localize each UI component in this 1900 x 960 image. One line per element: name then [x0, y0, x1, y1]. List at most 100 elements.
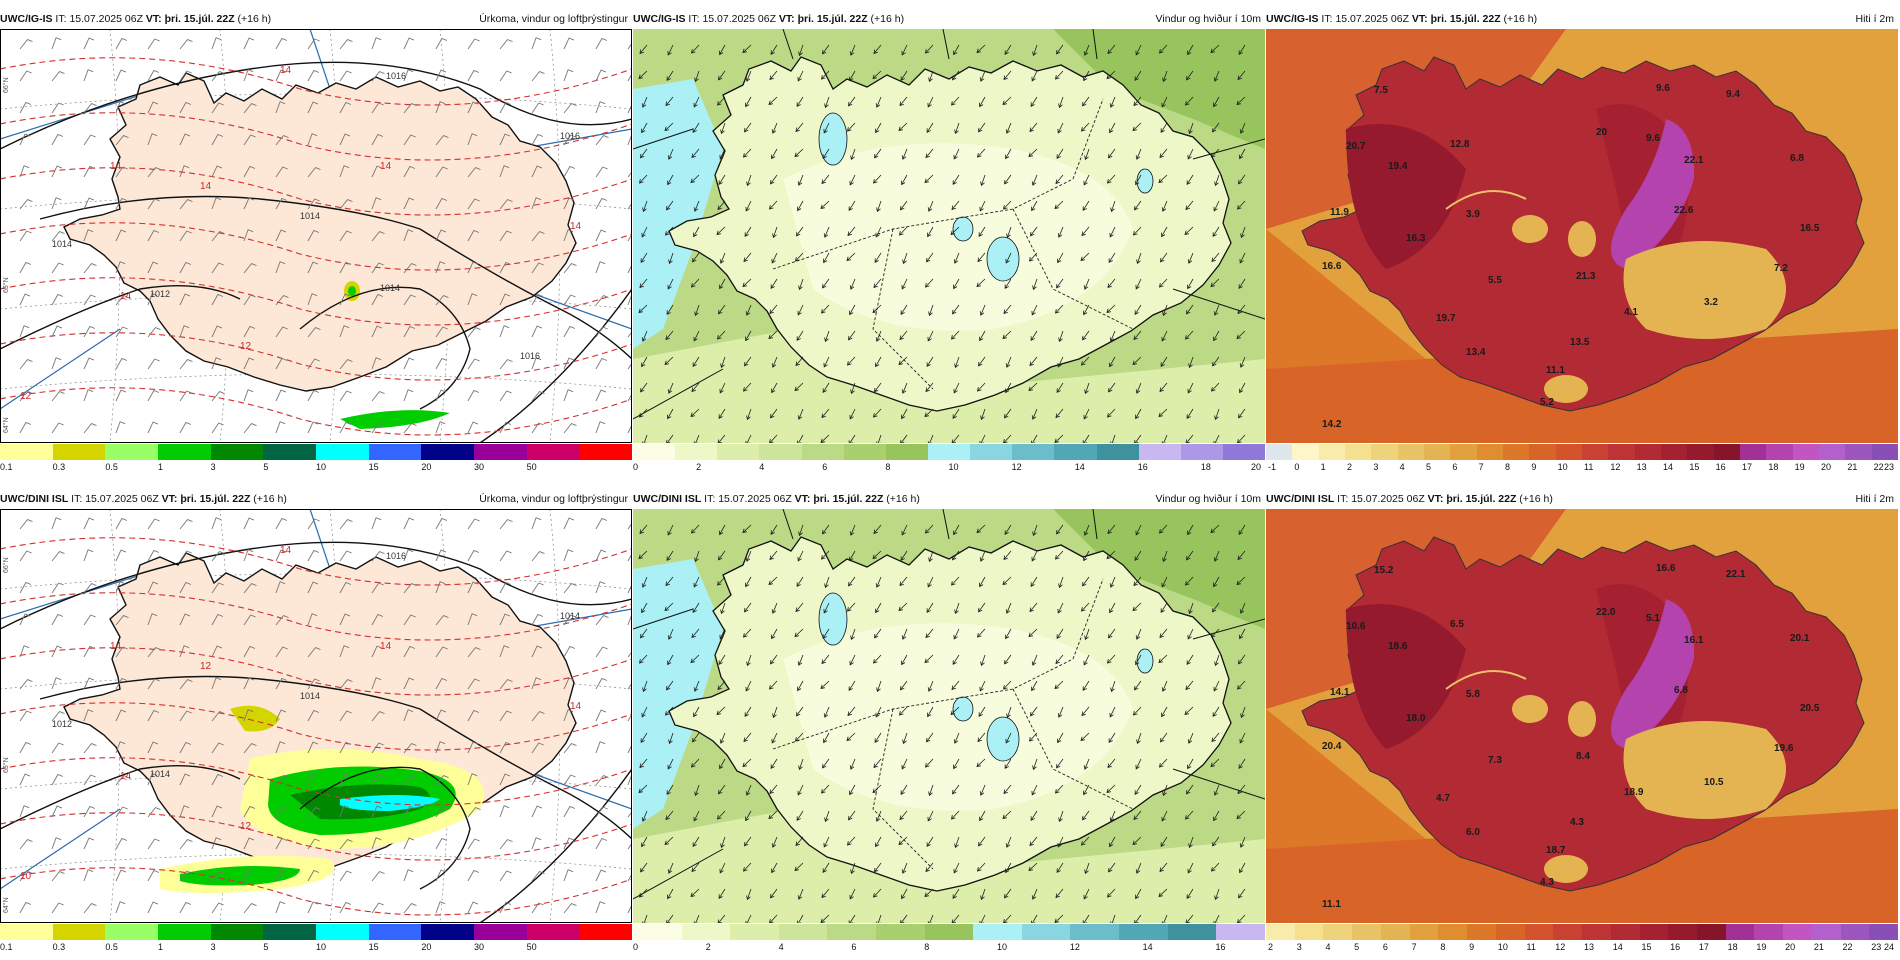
wind-arrow	[898, 836, 908, 846]
wind-barb	[19, 199, 33, 210]
wind-arrow	[640, 148, 648, 159]
wind-barb	[499, 773, 511, 786]
isobar	[299, 766, 471, 890]
wind-barb	[531, 422, 544, 434]
wind-arrow	[744, 226, 752, 237]
wind-barb	[243, 549, 254, 562]
wind-barb	[339, 101, 352, 114]
wind-colorbar	[633, 924, 1265, 940]
wind-barb	[243, 197, 255, 210]
wind-arrow	[1005, 602, 1012, 614]
wind-barb	[499, 165, 510, 178]
wind-arrow	[848, 200, 856, 211]
wind-barb	[275, 389, 287, 402]
wind-arrow	[1109, 836, 1116, 848]
wind-barb	[531, 645, 543, 658]
wind-arrow	[872, 304, 882, 314]
wind-arrow	[1160, 836, 1168, 847]
wind-arrow	[1030, 810, 1038, 821]
wind-barb	[403, 197, 415, 210]
wind-arrow	[901, 862, 908, 874]
wind-barb	[531, 325, 543, 338]
wind-arrow	[1106, 408, 1116, 418]
wind-arrow	[641, 810, 648, 822]
wind-barb	[595, 581, 606, 594]
wind-barb	[339, 199, 353, 210]
temp-colorbar-ticks: -1 0 1 2 3 4 5 6 7 8 9 10 11 12 13 14 15 16 17 18 19 20 21 22 23	[1266, 462, 1898, 474]
wind-barb	[563, 389, 574, 402]
wind-arrow	[693, 96, 700, 108]
colorbar-tick-label: 4	[1399, 462, 1405, 472]
wind-barb	[627, 842, 632, 850]
wind-arrow	[1028, 732, 1038, 742]
wind-barb	[627, 682, 632, 690]
wind-arrow	[1005, 836, 1012, 848]
wind-arrow	[1136, 252, 1142, 265]
wind-arrow	[638, 888, 648, 898]
wind-arrow	[742, 862, 752, 872]
wind-arrow	[768, 96, 778, 106]
wind-barb	[595, 615, 609, 626]
wind-arrow	[901, 278, 908, 290]
wind-arrow	[769, 914, 778, 923]
wind-barb	[307, 613, 318, 626]
wind-barb	[19, 39, 33, 50]
wind-barb	[51, 357, 62, 370]
wind-arrow	[951, 914, 960, 923]
colorbar-tick-label: 18	[1200, 462, 1211, 472]
wind-arrow	[794, 148, 804, 158]
wind-arrow	[1135, 758, 1142, 770]
wind-barb	[467, 838, 480, 850]
colorbar-swatch	[1423, 444, 1451, 460]
wind-colorbar-ticks: 0 2 4 6 8 10 12 14 16 18 20	[633, 462, 1265, 474]
wind-barb	[307, 421, 319, 434]
wind-barb	[179, 773, 191, 786]
temperature-area	[1623, 241, 1786, 339]
temperature-value: 16.6	[1322, 261, 1342, 272]
colorbar-tick-label: 11	[1526, 942, 1536, 952]
wind-barb	[19, 773, 31, 786]
wind-barb	[211, 197, 222, 210]
wind-arrow	[1003, 304, 1012, 315]
wind-barb	[83, 774, 96, 786]
wind-arrow	[1110, 200, 1116, 213]
wind-arrow	[1028, 252, 1038, 262]
wind-arrow	[693, 576, 700, 588]
colorbar-swatch	[526, 444, 580, 460]
wind-arrow	[1133, 330, 1142, 341]
wind-arrow	[667, 44, 674, 56]
colorbar-swatch	[970, 444, 1013, 460]
wind-barb	[115, 166, 128, 178]
wind-barb	[51, 582, 64, 594]
wind-arrow	[978, 706, 986, 717]
wind-barb	[435, 389, 447, 402]
wind-barb	[179, 550, 192, 562]
wind-arrow	[666, 200, 674, 211]
wind-barb	[435, 517, 448, 530]
wind-barb	[403, 869, 414, 882]
wind-barb	[179, 261, 192, 274]
colorbar-tick-label: 4	[778, 942, 784, 952]
wind-arrow	[950, 576, 960, 586]
wind-arrow	[641, 706, 648, 718]
wind-barb	[435, 869, 447, 882]
wind-arrow	[770, 278, 778, 289]
wind-arrow	[716, 706, 726, 716]
wind-barb	[179, 613, 191, 626]
wind-barb	[371, 102, 384, 114]
wind-arrow	[875, 356, 882, 368]
temperature-value: 9.6	[1656, 83, 1670, 94]
wind-arrow	[666, 70, 674, 81]
wind-arrow	[798, 524, 804, 537]
colorbar-tick-label: 15	[368, 462, 379, 472]
wind-barb	[179, 710, 192, 722]
glacier	[986, 716, 1020, 762]
wind-barb	[627, 293, 632, 306]
wind-barb	[243, 389, 254, 402]
wind-barb	[403, 805, 416, 818]
wind-barb	[83, 805, 96, 818]
wind-arrow	[1109, 226, 1116, 238]
wind-arrow	[1211, 252, 1220, 263]
wind-arrow	[1132, 836, 1142, 846]
wind-barb	[243, 423, 257, 434]
